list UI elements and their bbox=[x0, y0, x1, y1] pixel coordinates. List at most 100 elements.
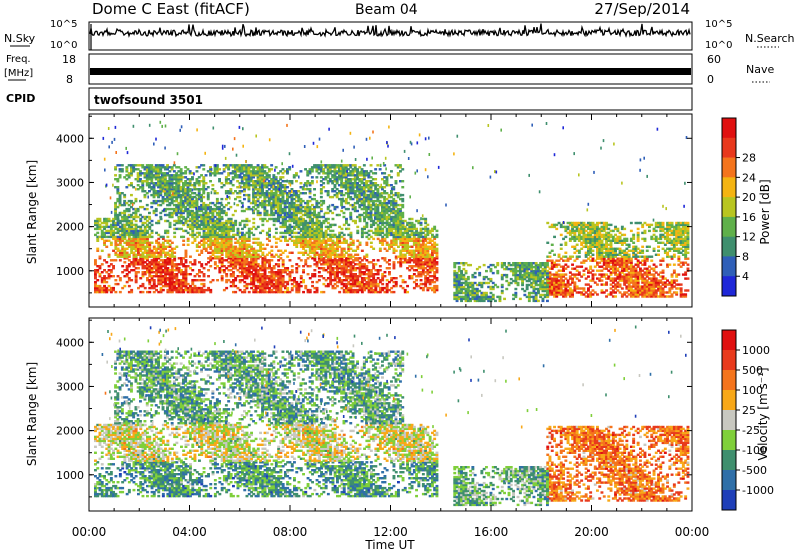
data-cell bbox=[243, 223, 247, 227]
data-cell bbox=[317, 267, 321, 270]
data-cell bbox=[290, 217, 294, 221]
data-cell bbox=[344, 207, 348, 211]
data-cell bbox=[351, 273, 355, 276]
data-cell bbox=[284, 249, 287, 252]
data-cell bbox=[288, 205, 292, 209]
data-cell bbox=[161, 199, 165, 203]
data-cell bbox=[322, 237, 326, 241]
data-cell bbox=[308, 195, 312, 199]
data-cell bbox=[354, 284, 357, 288]
data-cell bbox=[372, 267, 376, 270]
data-cell bbox=[431, 235, 434, 239]
data-cell bbox=[317, 223, 321, 227]
data-cell bbox=[340, 253, 344, 256]
data-cell bbox=[256, 257, 260, 260]
data-cell bbox=[367, 211, 371, 215]
data-cell bbox=[116, 205, 120, 209]
data-cell bbox=[170, 265, 174, 268]
data-cell bbox=[189, 233, 192, 237]
data-cell bbox=[249, 174, 253, 177]
data-cell bbox=[358, 271, 362, 274]
data-cell bbox=[281, 251, 285, 254]
data-cell bbox=[118, 219, 122, 223]
data-cell bbox=[270, 267, 274, 270]
data-cell bbox=[220, 231, 224, 235]
data-cell bbox=[168, 190, 172, 193]
data-cell bbox=[157, 241, 161, 244]
data-cell bbox=[261, 180, 264, 183]
data-cell bbox=[408, 277, 412, 280]
data-cell bbox=[360, 201, 364, 205]
data-cell bbox=[148, 271, 152, 274]
data-cell bbox=[225, 239, 229, 242]
data-cell bbox=[177, 203, 181, 207]
data-cell bbox=[168, 178, 172, 181]
data-cell bbox=[236, 286, 240, 290]
data-cell bbox=[236, 253, 240, 256]
data-cell bbox=[435, 286, 439, 290]
data-cell bbox=[125, 233, 129, 237]
data-cell bbox=[322, 215, 326, 219]
data-cell bbox=[250, 247, 253, 250]
data-cell bbox=[195, 221, 199, 225]
data-cell bbox=[218, 271, 222, 274]
data-cell bbox=[191, 213, 194, 217]
data-cell bbox=[403, 229, 407, 233]
data-cell bbox=[118, 164, 122, 167]
data-cell bbox=[293, 280, 296, 284]
data-cell bbox=[213, 170, 217, 173]
data-cell bbox=[383, 213, 387, 217]
data-cell bbox=[157, 290, 161, 294]
data-cell bbox=[141, 172, 145, 175]
data-cell bbox=[193, 221, 197, 225]
data-cell bbox=[274, 245, 278, 248]
data-cell bbox=[222, 241, 226, 244]
data-cell bbox=[245, 186, 249, 189]
data-cell bbox=[197, 195, 201, 199]
data-cell bbox=[302, 237, 305, 241]
data-cell bbox=[288, 213, 292, 217]
data-cell bbox=[365, 277, 369, 280]
data-cell bbox=[164, 271, 167, 274]
data-cell bbox=[198, 231, 201, 235]
data-cell bbox=[302, 290, 305, 294]
data-cell bbox=[172, 195, 176, 199]
data-cell bbox=[274, 286, 278, 290]
data-cell bbox=[191, 178, 194, 181]
data-cell bbox=[345, 261, 348, 264]
data-cell bbox=[374, 221, 378, 225]
data-cell bbox=[324, 279, 328, 282]
data-cell bbox=[143, 233, 147, 237]
data-cell bbox=[200, 193, 203, 197]
data-cell bbox=[254, 267, 258, 270]
data-cell bbox=[148, 225, 152, 229]
data-cell bbox=[288, 271, 292, 274]
data-cell bbox=[118, 227, 122, 231]
data-cell bbox=[299, 219, 303, 223]
data-cell bbox=[347, 288, 351, 292]
data-cell bbox=[426, 265, 430, 268]
data-cell bbox=[161, 280, 165, 284]
data-cell bbox=[313, 229, 317, 233]
data-cell bbox=[399, 231, 403, 235]
data-cell bbox=[358, 180, 362, 183]
data-cell bbox=[268, 263, 271, 266]
data-cell bbox=[358, 263, 362, 266]
data-cell bbox=[175, 282, 179, 286]
data-cell bbox=[371, 203, 375, 207]
data-cell bbox=[245, 255, 249, 258]
data-cell bbox=[213, 267, 217, 270]
data-cell bbox=[344, 178, 348, 181]
data-cell bbox=[324, 253, 328, 256]
data-cell bbox=[254, 201, 258, 205]
data-cell bbox=[186, 178, 190, 181]
data-cell bbox=[324, 225, 328, 229]
data-cell bbox=[349, 247, 353, 250]
data-cell bbox=[329, 243, 333, 246]
data-cell bbox=[130, 251, 134, 254]
data-cell bbox=[268, 233, 271, 237]
data-cell bbox=[342, 186, 346, 189]
data-cell bbox=[428, 255, 432, 258]
data-cell bbox=[157, 172, 160, 175]
